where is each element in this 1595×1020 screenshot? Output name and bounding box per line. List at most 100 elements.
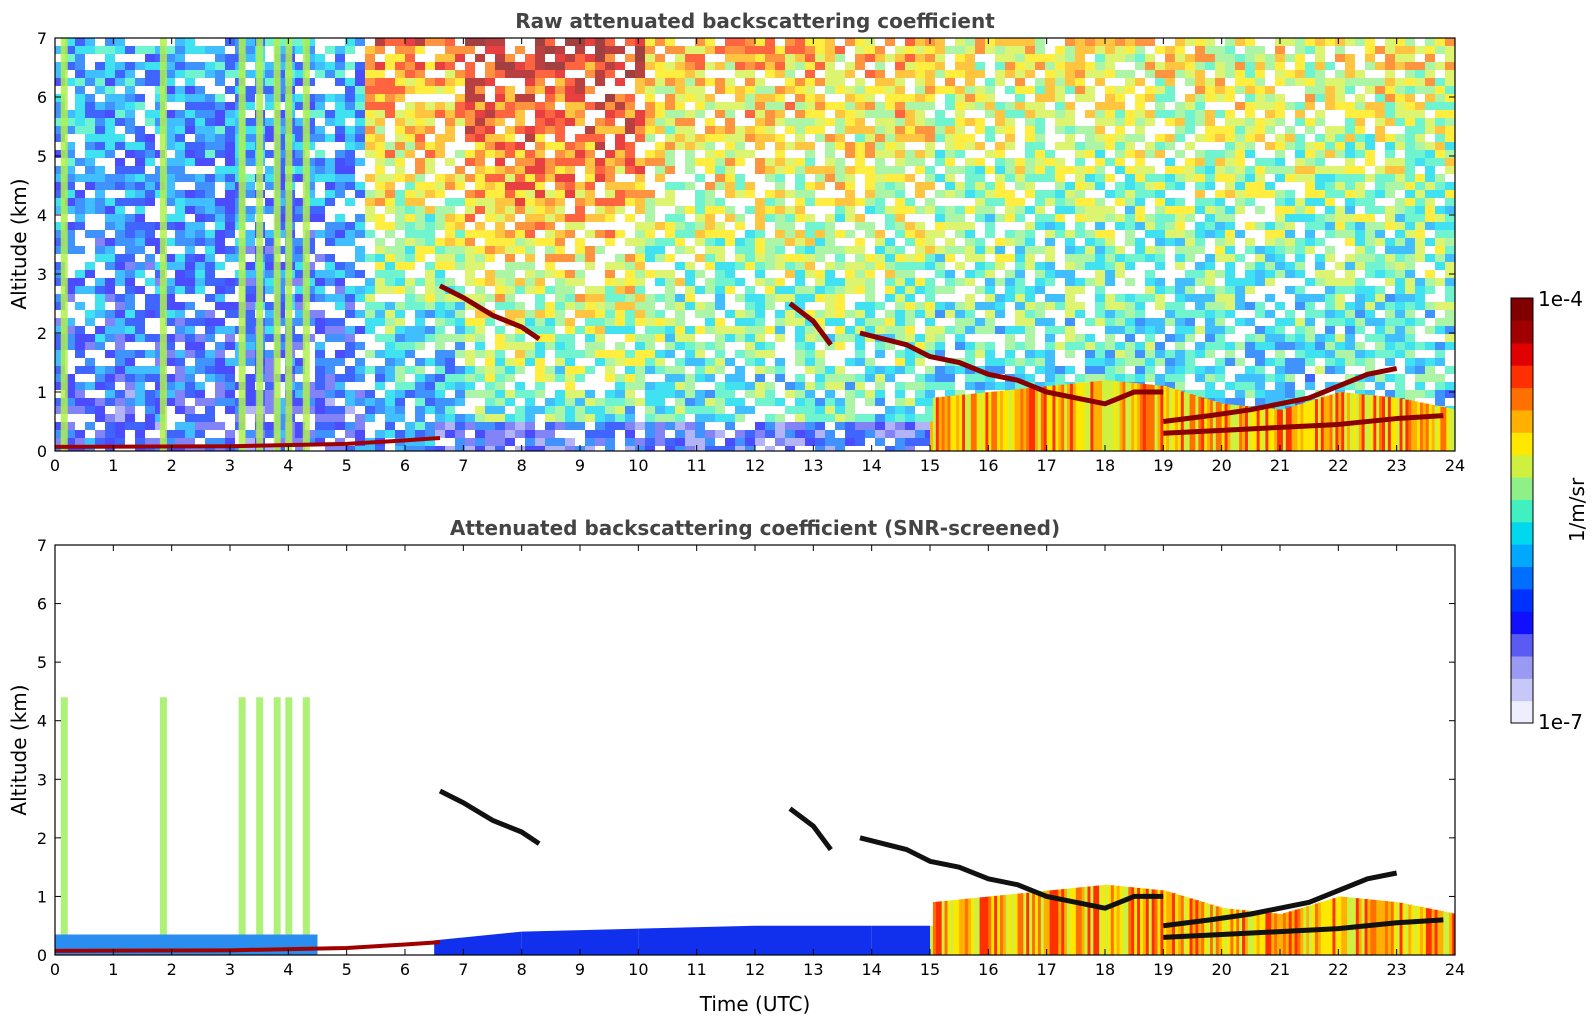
heatmap-cell: [245, 374, 255, 382]
heatmap-cell: [265, 358, 275, 366]
heatmap-cell: [605, 46, 615, 54]
heatmap-cell: [1195, 118, 1205, 126]
heatmap-cell: [1205, 126, 1215, 134]
heatmap-cell: [875, 254, 885, 262]
heatmap-cell: [335, 390, 345, 398]
heatmap-cell: [525, 134, 535, 142]
heatmap-cell: [815, 430, 825, 438]
heatmap-cell: [765, 398, 775, 406]
heatmap-cell: [975, 318, 985, 326]
heatmap-cell: [1185, 206, 1195, 214]
heatmap-cell: [1065, 318, 1075, 326]
heatmap-cell: [1055, 102, 1065, 110]
heatmap-cell: [805, 230, 815, 238]
heatmap-cell: [135, 398, 145, 406]
heatmap-cell: [195, 286, 205, 294]
heatmap-cell: [365, 134, 375, 142]
heatmap-cell: [1065, 270, 1075, 278]
heatmap-cell: [165, 294, 175, 302]
heatmap-cell: [515, 158, 525, 166]
heatmap-cell: [1245, 150, 1255, 158]
heatmap-cell: [655, 142, 665, 150]
heatmap-cell: [185, 86, 195, 94]
heatmap-cell: [825, 246, 835, 254]
heatmap-cell: [195, 70, 205, 78]
heatmap-cell: [85, 70, 95, 78]
heatmap-cell: [395, 262, 405, 270]
heatmap-cell: [645, 422, 655, 430]
heatmap-cell: [85, 334, 95, 342]
heatmap-cell: [145, 174, 155, 182]
heatmap-cell: [165, 382, 175, 390]
heatmap-cell: [1275, 78, 1285, 86]
heatmap-cell: [1045, 270, 1055, 278]
heatmap-cell: [125, 294, 135, 302]
heatmap-cell: [655, 430, 665, 438]
heatmap-cell: [925, 54, 935, 62]
heatmap-cell: [675, 182, 685, 190]
heatmap-cell: [765, 94, 775, 102]
heatmap-cell: [1105, 326, 1115, 334]
heatmap-cell: [955, 86, 965, 94]
heatmap-cell: [555, 342, 565, 350]
heatmap-cell: [175, 126, 185, 134]
heatmap-cell: [225, 382, 235, 390]
heatmap-cell: [365, 62, 375, 70]
heatmap-cell: [655, 398, 665, 406]
heatmap-cell: [885, 190, 895, 198]
heatmap-cell: [465, 70, 475, 78]
heatmap-cell: [315, 158, 325, 166]
heatmap-cell: [625, 190, 635, 198]
heatmap-cell: [805, 102, 815, 110]
heatmap-cell: [905, 422, 915, 430]
heatmap-cell: [435, 238, 445, 246]
heatmap-cell: [1095, 46, 1105, 54]
heatmap-cell: [825, 158, 835, 166]
heatmap-cell: [805, 390, 815, 398]
heatmap-cell: [335, 294, 345, 302]
heatmap-cell: [325, 238, 335, 246]
heatmap-cell: [885, 342, 895, 350]
heatmap-cell: [505, 246, 515, 254]
heatmap-cell: [725, 46, 735, 54]
heatmap-cell: [1015, 54, 1025, 62]
heatmap-cell: [105, 246, 115, 254]
heatmap-cell: [1245, 262, 1255, 270]
heatmap-cell: [1195, 110, 1205, 118]
heatmap-cell: [315, 358, 325, 366]
heatmap-cell: [1275, 318, 1285, 326]
heatmap-cell: [755, 342, 765, 350]
heatmap-cell: [405, 326, 415, 334]
heatmap-cell: [875, 174, 885, 182]
heatmap-cell: [385, 278, 395, 286]
heatmap-cell: [905, 406, 915, 414]
heatmap-cell: [985, 150, 995, 158]
heatmap-cell: [1015, 294, 1025, 302]
heatmap-cell: [885, 238, 895, 246]
heatmap-cell: [205, 198, 215, 206]
heatmap-cell: [205, 214, 215, 222]
heatmap-cell: [315, 294, 325, 302]
heatmap-cell: [495, 286, 505, 294]
heatmap-cell: [505, 414, 515, 422]
heatmap-cell: [995, 118, 1005, 126]
heatmap-cell: [175, 134, 185, 142]
heatmap-cell: [1205, 110, 1215, 118]
heatmap-cell: [1105, 366, 1115, 374]
heatmap-cell: [1245, 78, 1255, 86]
heatmap-cell: [1095, 142, 1105, 150]
heatmap-cell: [355, 358, 365, 366]
heatmap-cell: [205, 102, 215, 110]
heatmap-cell: [1275, 382, 1285, 390]
heatmap-cell: [905, 118, 915, 126]
heatmap-cell: [425, 102, 435, 110]
heatmap-cell: [125, 334, 135, 342]
heatmap-cell: [945, 150, 955, 158]
heatmap-cell: [755, 254, 765, 262]
heatmap-cell: [885, 150, 895, 158]
heatmap-cell: [865, 398, 875, 406]
heatmap-cell: [915, 118, 925, 126]
heatmap-cell: [805, 326, 815, 334]
heatmap-cell: [205, 94, 215, 102]
heatmap-cell: [435, 278, 445, 286]
